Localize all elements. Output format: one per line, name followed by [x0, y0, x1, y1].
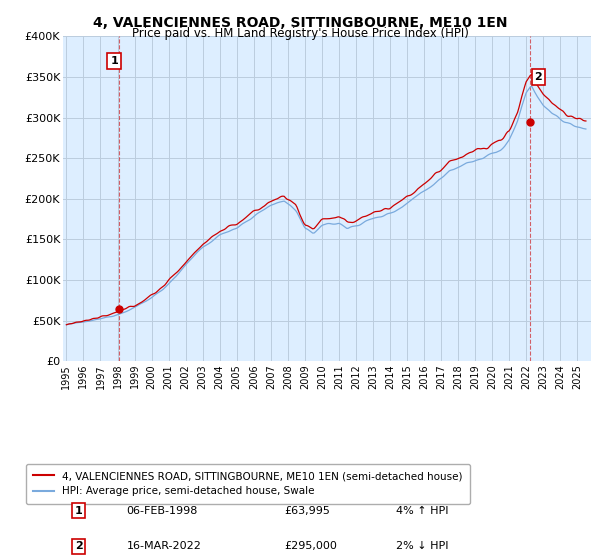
Text: £295,000: £295,000	[285, 542, 338, 552]
Text: £63,995: £63,995	[285, 506, 331, 516]
Text: 2% ↓ HPI: 2% ↓ HPI	[395, 542, 448, 552]
Text: 2: 2	[75, 542, 83, 552]
Text: 16-MAR-2022: 16-MAR-2022	[127, 542, 201, 552]
Text: 2: 2	[535, 72, 542, 82]
Text: 4% ↑ HPI: 4% ↑ HPI	[395, 506, 448, 516]
Text: 06-FEB-1998: 06-FEB-1998	[127, 506, 198, 516]
Legend: 4, VALENCIENNES ROAD, SITTINGBOURNE, ME10 1EN (semi-detached house), HPI: Averag: 4, VALENCIENNES ROAD, SITTINGBOURNE, ME1…	[26, 464, 470, 503]
Text: 4, VALENCIENNES ROAD, SITTINGBOURNE, ME10 1EN: 4, VALENCIENNES ROAD, SITTINGBOURNE, ME1…	[93, 16, 507, 30]
Text: 1: 1	[110, 56, 118, 66]
Text: Price paid vs. HM Land Registry's House Price Index (HPI): Price paid vs. HM Land Registry's House …	[131, 27, 469, 40]
Text: 1: 1	[75, 506, 83, 516]
